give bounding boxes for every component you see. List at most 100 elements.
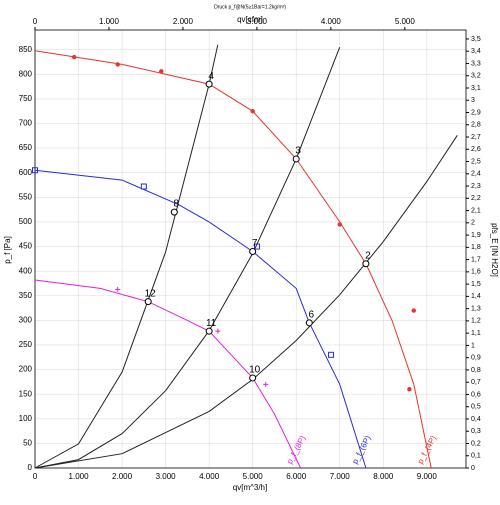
- curve-label: p_f_(6P): [350, 434, 373, 466]
- system-curve: [34, 135, 458, 469]
- point-label: 11: [206, 318, 217, 329]
- x-tick-label: 8.000: [373, 472, 394, 481]
- y2-tick-label: 1,7: [471, 256, 481, 263]
- y-tick-label: 50: [23, 439, 32, 448]
- chart-title: Druck p_f@N(5≥1Bar=1.2kg/m³): [214, 4, 286, 10]
- point-label: 10: [249, 365, 261, 376]
- y-tick-label: 750: [19, 94, 33, 103]
- x-tick-label: 3.000: [156, 472, 177, 481]
- marker: [32, 167, 38, 174]
- x2-tick-label: 4.000: [321, 17, 342, 26]
- x-tick-label: 2.000: [112, 472, 133, 481]
- operating-point: [205, 327, 213, 335]
- marker: [328, 351, 335, 358]
- y-axis-label: p_f [Pa]: [3, 236, 12, 264]
- x-tick-label: 6.000: [286, 472, 307, 481]
- y2-tick-label: 0,1: [471, 453, 481, 460]
- y2-tick-label: 2,6: [471, 146, 481, 153]
- y2-tick-label: 2,1: [471, 207, 481, 214]
- marker: [411, 308, 416, 313]
- y2-tick-label: 0,4: [471, 416, 481, 423]
- y2-tick-label: 1,8: [471, 244, 481, 251]
- operating-point: [249, 374, 257, 382]
- y2-tick-label: 0,6: [471, 391, 481, 398]
- y-tick-label: 250: [19, 340, 33, 349]
- y-tick-label: 150: [19, 389, 33, 398]
- fan-curve: [34, 279, 302, 469]
- x2-tick-label: 5.000: [395, 17, 416, 26]
- x-tick-label: 5.000: [243, 472, 264, 481]
- x-tick-label: 7.000: [330, 472, 351, 481]
- point-label: 2: [365, 250, 371, 261]
- y2-tick-label: 1,2: [471, 318, 481, 325]
- y-tick-label: 300: [19, 315, 33, 324]
- y2-tick-label: 3,2: [471, 73, 481, 80]
- x2-tick-label: 1.000: [99, 17, 120, 26]
- marker: [337, 222, 342, 227]
- marker: [115, 62, 120, 67]
- marker: [159, 69, 164, 74]
- x2-axis-label: qv[cfm]: [237, 15, 263, 24]
- y2-tick-label: 3,1: [471, 85, 481, 92]
- y-tick-label: 0: [28, 463, 33, 472]
- y-tick-label: 700: [19, 119, 33, 128]
- y2-tick-label: 2,7: [471, 134, 481, 141]
- point-label: 3: [295, 146, 301, 157]
- y2-tick-label: 2,5: [471, 158, 481, 165]
- y2-tick-label: 3,5: [471, 36, 481, 43]
- y2-tick-label: 1,6: [471, 269, 481, 276]
- point-label: 4: [208, 71, 214, 82]
- y-tick-label: 500: [19, 217, 33, 226]
- y2-tick-label: 0,3: [471, 428, 481, 435]
- y2-tick-label: 1,1: [471, 330, 481, 337]
- marker: [140, 183, 147, 190]
- y2-axis-label: pfs_E [IN H2O]: [490, 223, 499, 277]
- point-label: 7: [252, 238, 258, 249]
- x-tick-label: 4.000: [199, 472, 220, 481]
- x-tick-label: 9.000: [417, 472, 438, 481]
- marker: [215, 328, 221, 334]
- y2-tick-label: 3: [471, 97, 475, 104]
- operating-point: [144, 298, 152, 306]
- y-tick-label: 650: [19, 143, 33, 152]
- y-tick-label: 550: [19, 192, 33, 201]
- y-tick-label: 450: [19, 242, 33, 251]
- y-tick-label: 100: [19, 414, 33, 423]
- y-tick-label: 400: [19, 266, 33, 275]
- y2-tick-label: 2,9: [471, 109, 481, 116]
- x2-tick-label: 3.000: [247, 17, 268, 26]
- x-tick-label: 0: [33, 472, 38, 481]
- y-tick-label: 200: [19, 365, 33, 374]
- point-label: 12: [145, 288, 157, 299]
- y-tick-label: 800: [19, 69, 33, 78]
- y2-tick-label: 1,5: [471, 281, 481, 288]
- operating-point: [249, 247, 257, 255]
- y2-tick-label: 2: [471, 220, 475, 227]
- y2-tick-label: 0: [471, 465, 475, 472]
- y2-tick-label: 2,4: [471, 171, 481, 178]
- marker: [115, 286, 121, 292]
- operating-point: [305, 319, 313, 327]
- marker: [407, 387, 412, 392]
- fan-curve: [34, 50, 432, 469]
- system-curve: [34, 47, 341, 469]
- y2-tick-label: 3,3: [471, 60, 481, 67]
- x2-tick-label: 0: [33, 17, 38, 26]
- y-tick-label: 600: [19, 168, 33, 177]
- y2-tick-label: 0,5: [471, 404, 481, 411]
- y-tick-label: 350: [19, 291, 33, 300]
- system-curve: [34, 44, 219, 469]
- y2-tick-label: 1,9: [471, 232, 481, 239]
- x-tick-label: 1.000: [69, 472, 90, 481]
- marker: [71, 54, 77, 60]
- y2-tick-label: 1,3: [471, 305, 481, 312]
- y2-tick-label: 2,8: [471, 122, 481, 129]
- operating-point: [170, 208, 178, 216]
- operating-point: [292, 155, 300, 163]
- operating-point: [362, 260, 370, 268]
- y-tick-label: 850: [19, 45, 33, 54]
- point-label: 8: [174, 199, 180, 210]
- y2-tick-label: 0,7: [471, 379, 481, 386]
- x-axis-label: qv[m^3/h]: [233, 483, 267, 492]
